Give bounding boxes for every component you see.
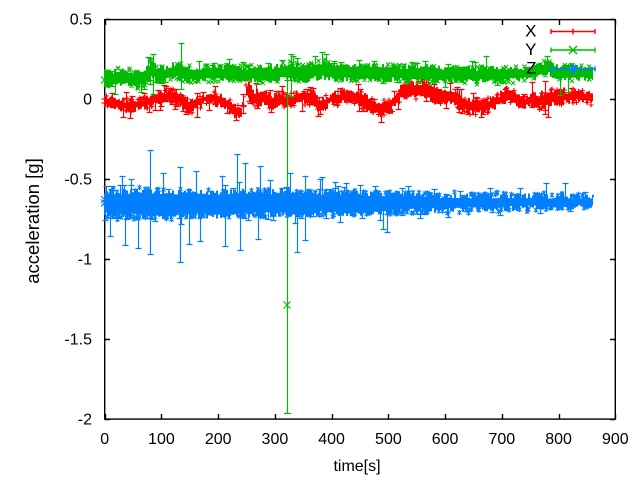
svg-text:300: 300 (262, 431, 289, 448)
svg-text:900: 900 (602, 431, 629, 448)
svg-text:acceleration [g]: acceleration [g] (22, 158, 43, 283)
svg-text:200: 200 (205, 431, 232, 448)
svg-text:0: 0 (100, 431, 109, 448)
svg-text:500: 500 (375, 431, 402, 448)
svg-text:-0.5: -0.5 (64, 172, 92, 189)
svg-text:-2: -2 (78, 412, 92, 429)
svg-text:Y: Y (525, 40, 536, 59)
svg-text:0.5: 0.5 (70, 12, 92, 29)
svg-text:time[s]: time[s] (333, 458, 380, 475)
svg-text:-1: -1 (78, 252, 92, 269)
svg-text:Z: Z (526, 59, 536, 78)
svg-text:100: 100 (148, 431, 175, 448)
svg-text:400: 400 (318, 431, 345, 448)
svg-text:X: X (525, 22, 536, 41)
svg-text:0: 0 (83, 92, 92, 109)
svg-text:600: 600 (432, 431, 459, 448)
svg-text:-1.5: -1.5 (64, 332, 92, 349)
svg-text:700: 700 (488, 431, 515, 448)
svg-text:800: 800 (545, 431, 572, 448)
